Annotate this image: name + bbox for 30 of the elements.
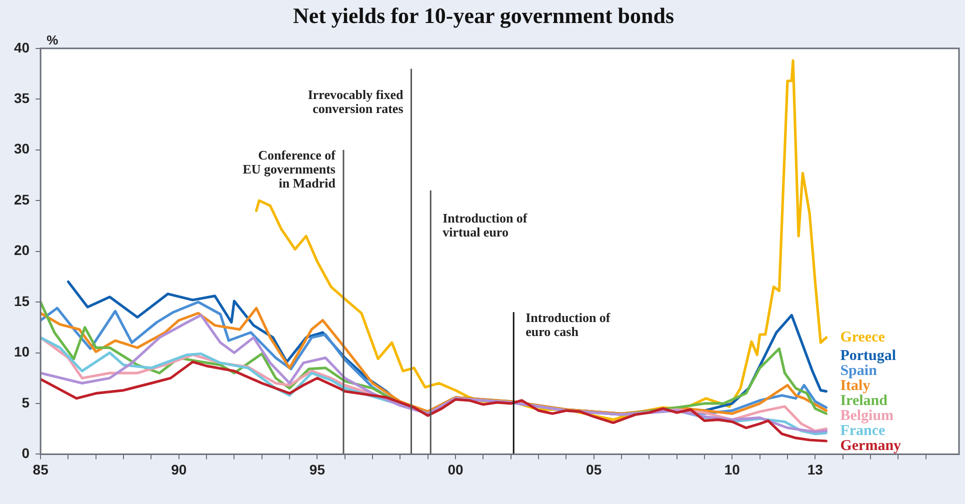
series-label: Belgium bbox=[840, 408, 894, 424]
series-label: France bbox=[840, 423, 886, 440]
y-tick-label: 35 bbox=[14, 90, 30, 106]
x-tick-label: 90 bbox=[171, 461, 187, 478]
x-tick-label: 10 bbox=[724, 461, 740, 478]
y-tick-label: 5 bbox=[22, 394, 30, 410]
x-tick-label: 00 bbox=[448, 461, 464, 478]
series-label: Italy bbox=[840, 378, 871, 394]
series-label: Portugal bbox=[840, 348, 896, 364]
y-tick-label: 30 bbox=[14, 140, 30, 157]
text: Spain bbox=[840, 363, 878, 380]
ref-line-label: Introduction of virtual euro bbox=[442, 210, 528, 240]
y-tick-label: 25 bbox=[14, 191, 30, 208]
y-tick-label: 40 bbox=[14, 39, 30, 56]
y-tick-label: 0 bbox=[22, 445, 30, 462]
series-label: Germany bbox=[840, 438, 902, 454]
x-tick-label: 13 bbox=[807, 461, 824, 478]
chart-title: Net yields for 10-year government bonds bbox=[292, 2, 674, 28]
ref-line-label: Introduction of euro cash bbox=[526, 310, 611, 340]
series-label: Greece bbox=[840, 329, 886, 346]
y-tick-label: 10 bbox=[14, 344, 30, 360]
x-tick-label: 85 bbox=[32, 461, 49, 478]
ref-line-label: Conference of EU governments in Madrid bbox=[242, 148, 336, 191]
ref-line-label: Irrevocably fixed conversion rates bbox=[308, 86, 404, 116]
x-tick-label: 05 bbox=[586, 461, 602, 478]
y-tick-label: 15 bbox=[14, 292, 30, 309]
x-tick-label: 95 bbox=[309, 461, 326, 478]
y-tick-label: 20 bbox=[14, 242, 30, 258]
y-axis-title: % bbox=[46, 32, 59, 48]
series-label: Ireland bbox=[840, 393, 888, 410]
